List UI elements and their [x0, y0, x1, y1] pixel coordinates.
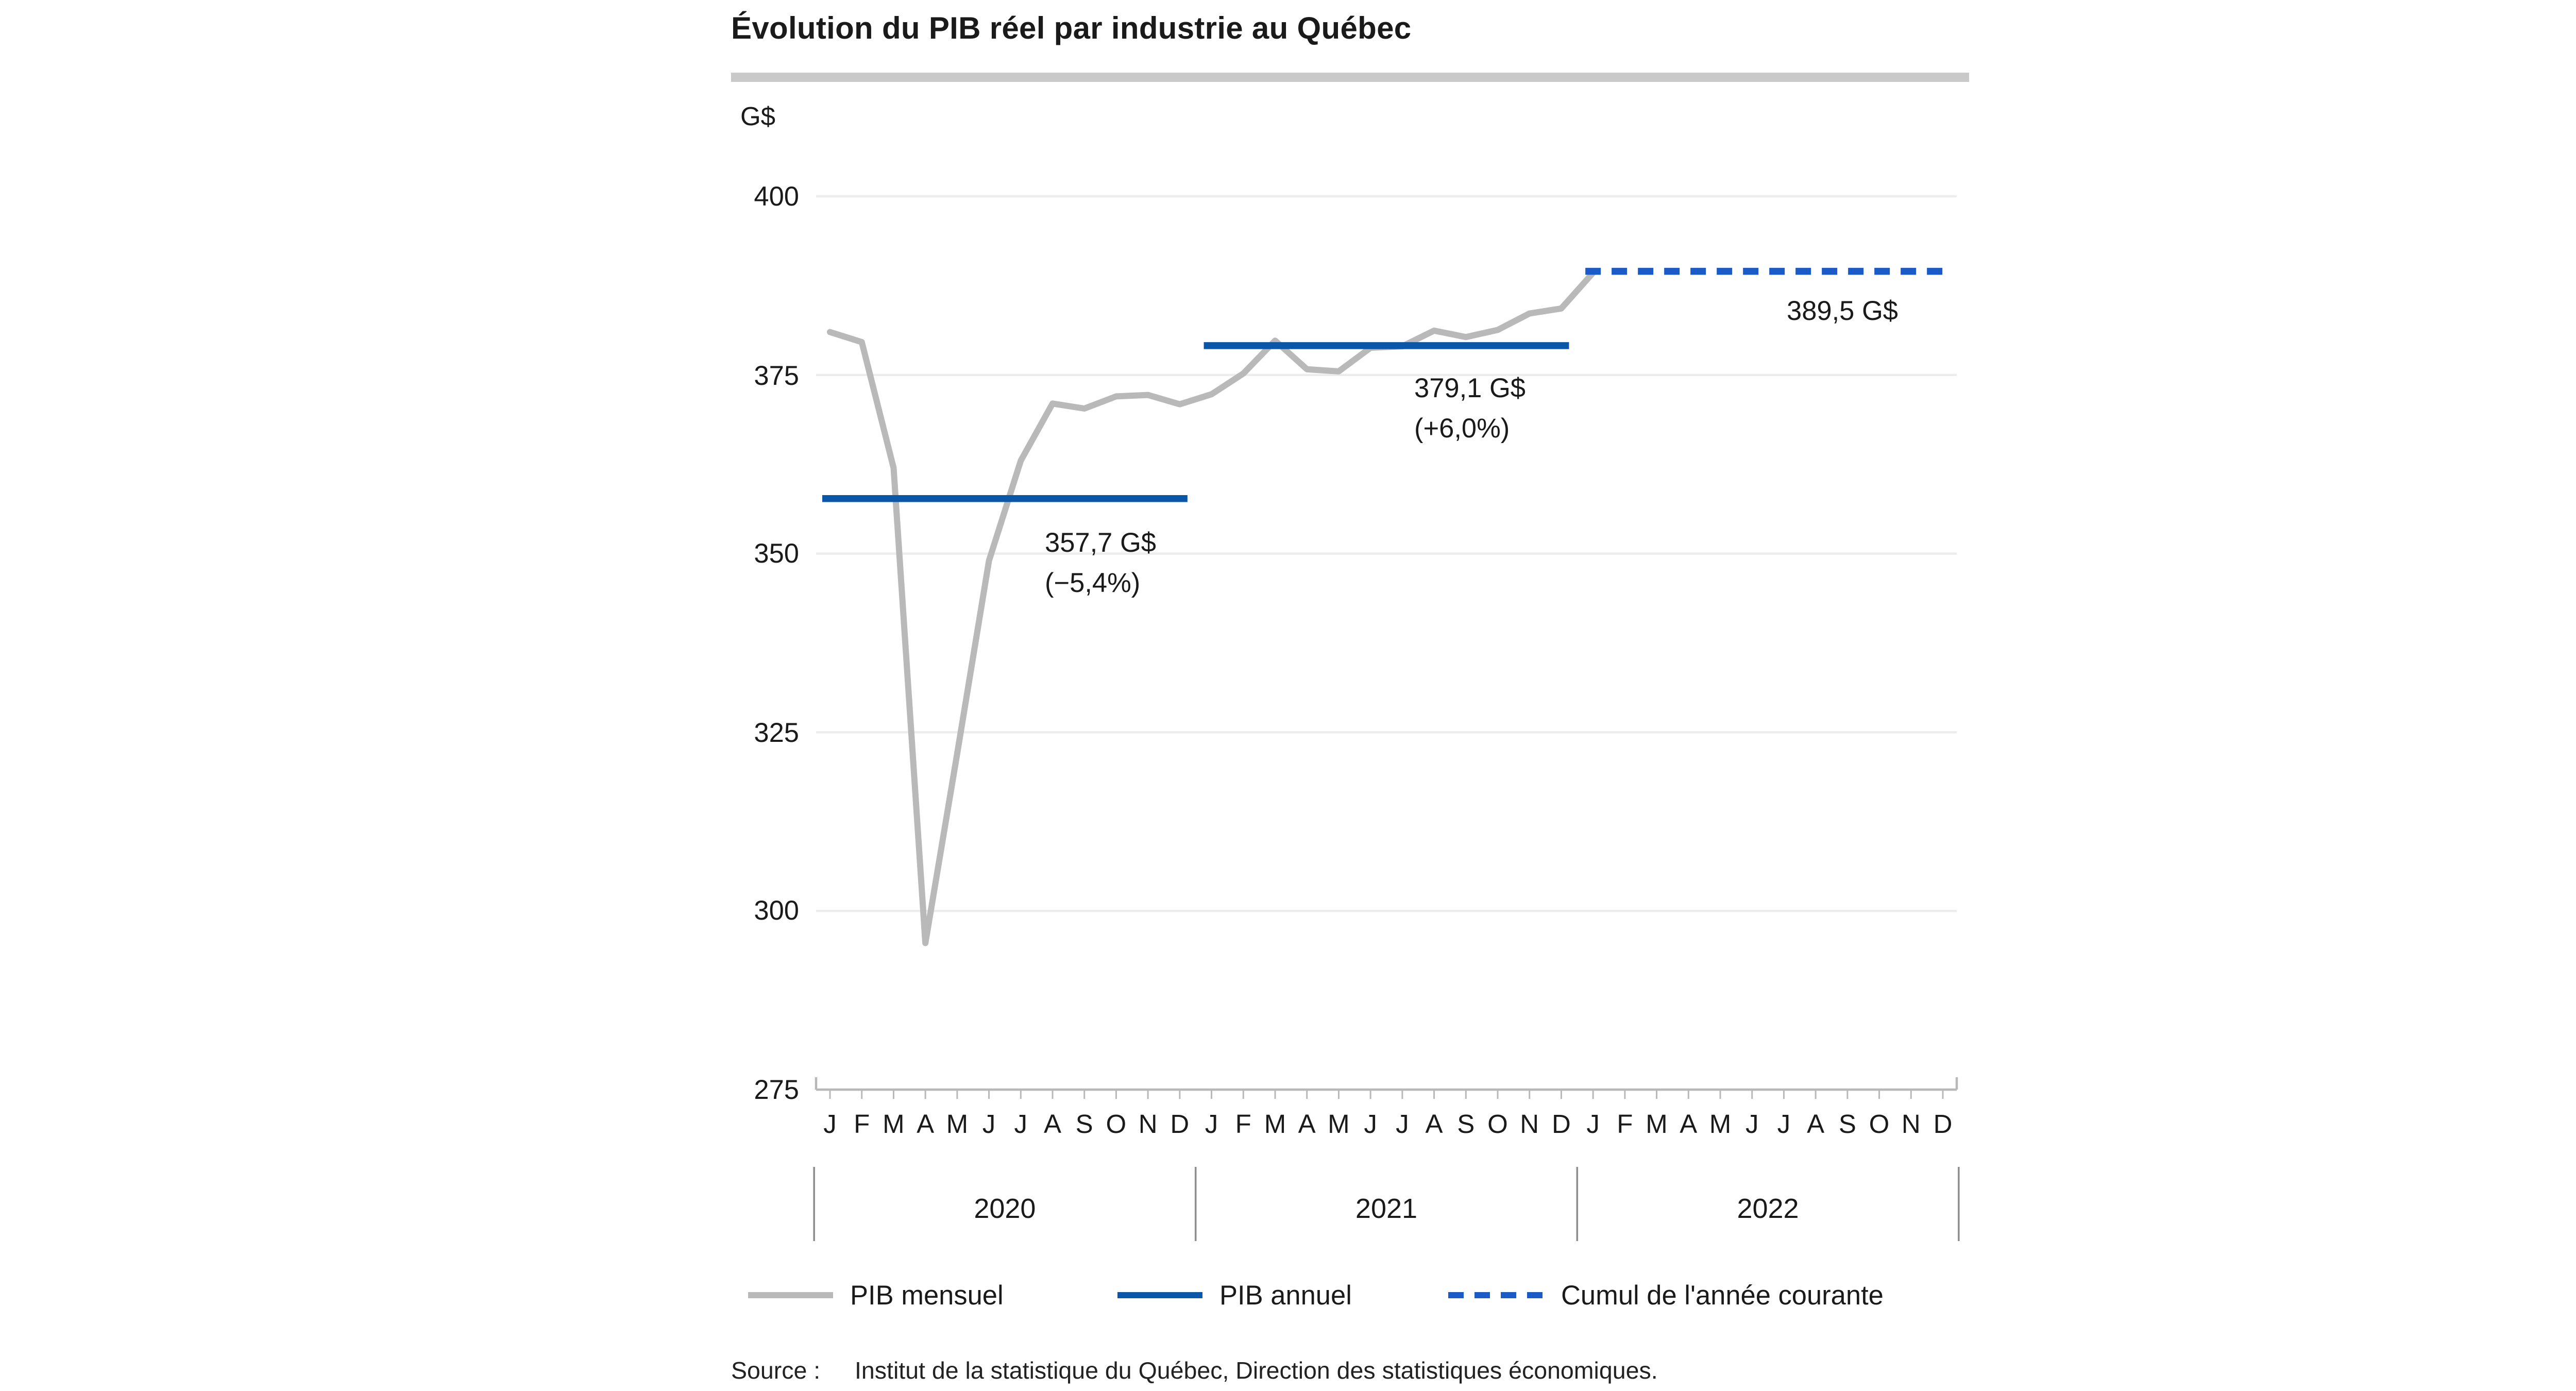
monthly-line-swatch [748, 1292, 833, 1299]
legend-item-annual: PIB annuel [1117, 1277, 1352, 1314]
source-prefix: Source : [731, 1359, 821, 1385]
cumulative-line-swatch [1448, 1292, 1544, 1299]
cumulative-2022-value: 389,5 G$ [1787, 295, 1898, 326]
monthly-gdp-line [827, 269, 1597, 946]
annotation-cumulative-2022: 389,5 G$ [1787, 291, 1898, 331]
legend-label-monthly: PIB mensuel [850, 1279, 1004, 1310]
annotation-annual-2021: 379,1 G$ (+6,0%) [1414, 368, 1526, 448]
legend-label-annual: PIB annuel [1219, 1279, 1352, 1310]
annual-2020-change: (−5,4%) [1045, 567, 1141, 598]
y-axis-unit-label: G$ [740, 102, 776, 131]
legend-label-cumulative: Cumul de l'année courante [1561, 1279, 1884, 1310]
source-note: Source : Institut de la statistique du Q… [731, 1357, 1658, 1388]
source-text: Institut de la statistique du Québec, Di… [855, 1359, 1658, 1385]
title-rule [731, 73, 1969, 82]
chart-title: Évolution du PIB réel par industrie au Q… [731, 12, 1412, 46]
annotation-annual-2020: 357,7 G$ (−5,4%) [1045, 522, 1156, 603]
annual-line-swatch [1117, 1292, 1202, 1299]
legend-item-cumulative: Cumul de l'année courante [1448, 1277, 1884, 1314]
annual-2020-value: 357,7 G$ [1045, 527, 1156, 558]
annual-2021-value: 379,1 G$ [1414, 372, 1526, 403]
legend-item-monthly: PIB mensuel [748, 1277, 1004, 1314]
annual-2021-change: (+6,0%) [1414, 413, 1510, 444]
